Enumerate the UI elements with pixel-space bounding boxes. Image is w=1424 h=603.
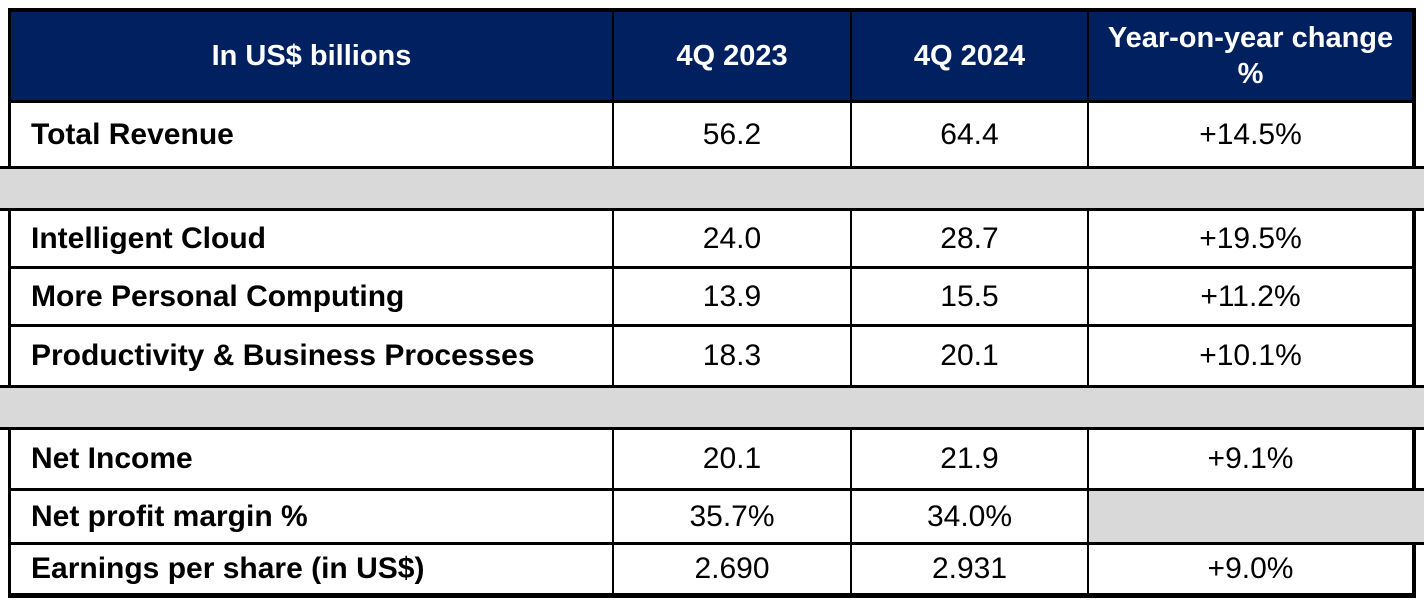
value-4q-2024: 21.9 [850, 430, 1087, 488]
table-row-more-personal-computing: More Personal Computing 13.9 15.5 +11.2% [8, 269, 1416, 327]
value-4q-2023: 24.0 [612, 211, 850, 266]
value-4q-2023: 2.690 [612, 545, 850, 593]
value-yoy-change: +9.0% [1087, 545, 1412, 593]
value-yoy-change: +10.1% [1087, 327, 1412, 385]
row-label: Total Revenue [31, 117, 234, 151]
row-label: Earnings per share (in US$) [31, 552, 425, 585]
value-4q-2024: 15.5 [850, 269, 1087, 324]
section-spacer-row [0, 385, 1424, 430]
value-yoy-change: +14.5% [1087, 103, 1412, 166]
row-label: Intelligent Cloud [31, 221, 266, 255]
value-4q-2023: 13.9 [612, 269, 850, 324]
value-4q-2023: 20.1 [612, 430, 850, 488]
value-4q-2024: 34.0% [850, 491, 1087, 542]
value-4q-2024: 20.1 [850, 327, 1087, 385]
header-cell-4q-2024: 4Q 2024 [850, 12, 1087, 100]
value-4q-2024: 2.931 [850, 545, 1087, 593]
value-4q-2023: 18.3 [612, 327, 850, 385]
header-row: In US$ billions 4Q 2023 4Q 2024 Year-on-… [8, 8, 1416, 103]
value-4q-2024: 28.7 [850, 211, 1087, 266]
table-row-total-revenue: Total Revenue 56.2 64.4 +14.5% [8, 103, 1416, 166]
value-4q-2024: 64.4 [850, 103, 1087, 166]
value-4q-2023: 35.7% [612, 491, 850, 542]
row-label: More Personal Computing [31, 279, 405, 313]
table-row-earnings-per-share: Earnings per share (in US$) 2.690 2.931 … [8, 545, 1416, 598]
value-yoy-change: +11.2% [1087, 269, 1412, 324]
header-cell-unit-label: In US$ billions [211, 39, 412, 72]
row-label: Net profit margin % [31, 499, 308, 533]
header-cell-yoy-change: Year-on-year change % [1087, 12, 1412, 100]
value-4q-2023: 56.2 [612, 103, 850, 166]
blank-yoy-cell [1087, 491, 1424, 542]
row-label: Productivity & Business Processes [31, 339, 535, 372]
section-spacer-row [0, 166, 1424, 211]
value-yoy-change: +19.5% [1087, 211, 1412, 266]
value-yoy-change: +9.1% [1087, 430, 1412, 488]
header-cell-4q-2023: 4Q 2023 [612, 12, 850, 100]
table-row-productivity-business-processes: Productivity & Business Processes 18.3 2… [8, 327, 1416, 385]
table-row-intelligent-cloud: Intelligent Cloud 24.0 28.7 +19.5% [8, 211, 1416, 269]
table-row-net-income: Net Income 20.1 21.9 +9.1% [8, 430, 1416, 488]
row-label: Net Income [31, 442, 193, 475]
table-row-net-profit-margin: Net profit margin % 35.7% 34.0% [8, 488, 1424, 545]
